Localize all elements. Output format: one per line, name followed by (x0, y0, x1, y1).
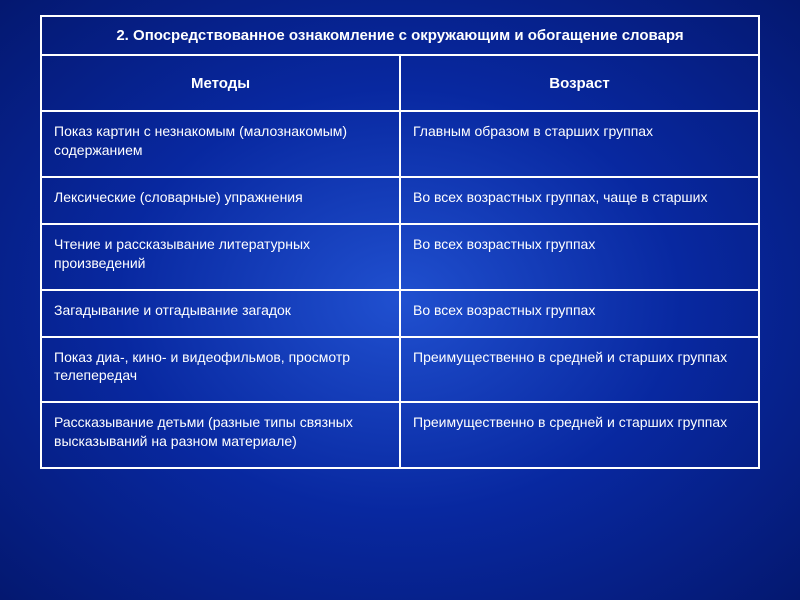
cell-age: Во всех возрастных группах, чаще в старш… (400, 177, 759, 224)
table-row: Лексические (словарные) упражнения Во вс… (41, 177, 759, 224)
cell-method: Показ картин с незнакомым (малознакомым)… (41, 111, 400, 177)
cell-method: Лексические (словарные) упражнения (41, 177, 400, 224)
header-age: Возраст (400, 55, 759, 111)
methods-table: 2. Опосредствованное ознакомление с окру… (40, 15, 760, 469)
cell-age: Главным образом в старших группах (400, 111, 759, 177)
cell-age: Во всех возрастных группах (400, 224, 759, 290)
header-method: Методы (41, 55, 400, 111)
header-row: Методы Возраст (41, 55, 759, 111)
cell-method: Рассказывание детьми (разные типы связны… (41, 402, 400, 468)
table-row: Показ картин с незнакомым (малознакомым)… (41, 111, 759, 177)
table-title: 2. Опосредствованное ознакомление с окру… (41, 16, 759, 55)
table-row: Показ диа-, кино- и видеофильмов, просмо… (41, 337, 759, 403)
cell-method: Чтение и рассказывание литературных прои… (41, 224, 400, 290)
cell-age: Преимущественно в средней и старших груп… (400, 402, 759, 468)
cell-age: Во всех возрастных группах (400, 290, 759, 337)
table-row: Загадывание и отгадывание загадок Во все… (41, 290, 759, 337)
table-row: Чтение и рассказывание литературных прои… (41, 224, 759, 290)
cell-method: Показ диа-, кино- и видеофильмов, просмо… (41, 337, 400, 403)
cell-method: Загадывание и отгадывание загадок (41, 290, 400, 337)
table-row: Рассказывание детьми (разные типы связны… (41, 402, 759, 468)
title-row: 2. Опосредствованное ознакомление с окру… (41, 16, 759, 55)
cell-age: Преимущественно в средней и старших груп… (400, 337, 759, 403)
